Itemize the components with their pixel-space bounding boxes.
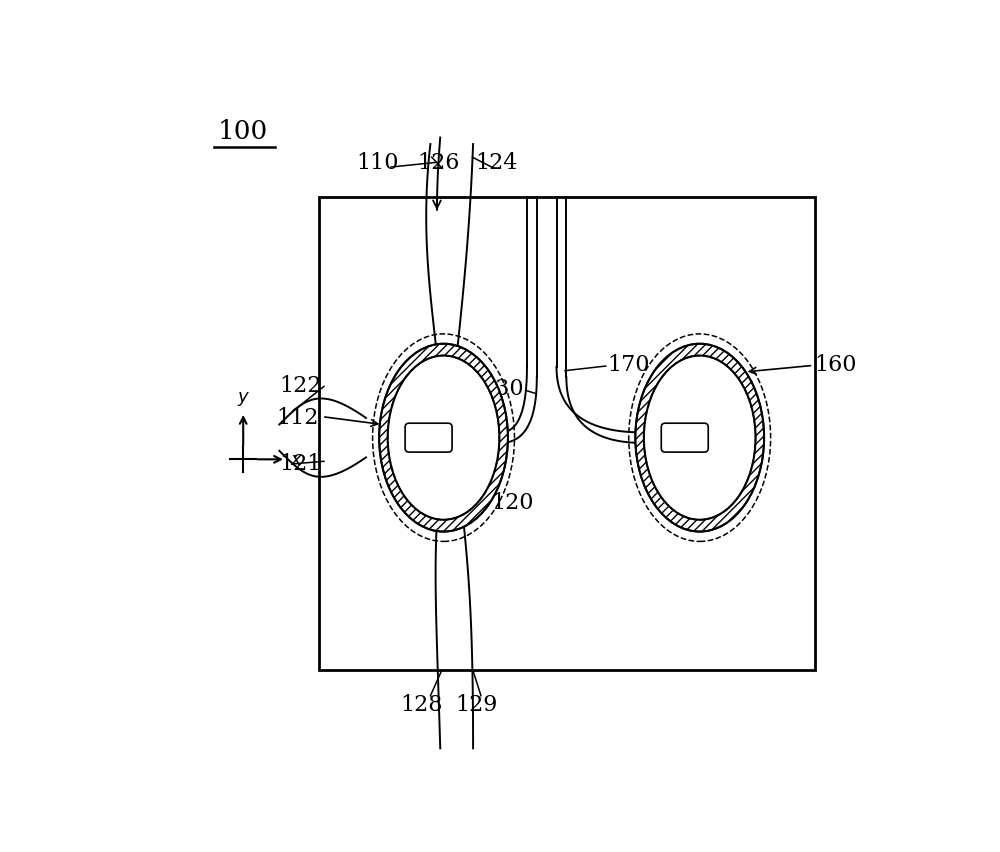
- Ellipse shape: [644, 356, 756, 520]
- Text: 110: 110: [357, 152, 399, 174]
- Text: 122: 122: [280, 375, 322, 397]
- Text: 130: 130: [482, 378, 524, 400]
- Text: 160: 160: [815, 354, 857, 376]
- Text: 120: 120: [491, 492, 534, 514]
- Text: y: y: [238, 388, 249, 406]
- Text: 124: 124: [475, 152, 517, 174]
- Ellipse shape: [379, 344, 508, 532]
- Text: 170: 170: [608, 354, 650, 376]
- Ellipse shape: [635, 344, 764, 532]
- FancyBboxPatch shape: [661, 423, 708, 452]
- Text: 112: 112: [276, 406, 319, 428]
- Text: 128: 128: [401, 693, 443, 715]
- Bar: [319, 198, 815, 670]
- Text: 129: 129: [455, 693, 498, 715]
- Text: 100: 100: [218, 119, 268, 144]
- Text: 121: 121: [280, 452, 322, 474]
- FancyBboxPatch shape: [405, 423, 452, 452]
- Ellipse shape: [388, 356, 499, 520]
- Text: 126: 126: [418, 152, 460, 174]
- Text: x: x: [290, 451, 301, 469]
